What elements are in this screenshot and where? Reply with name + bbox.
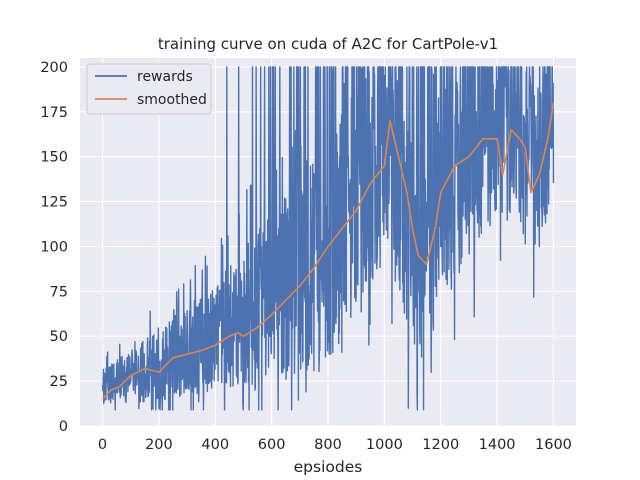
y-tick-label: 25 [50,374,68,390]
y-tick-label: 150 [40,150,68,166]
y-tick-label: 50 [50,329,68,345]
y-tick-label: 125 [40,195,68,211]
x-tick-label: 1600 [535,437,572,453]
x-tick-labels: 0 200 400 600 800 1000 1200 1400 1600 [98,437,572,453]
x-tick-label: 200 [145,437,173,453]
y-tick-label: 0 [59,419,68,435]
series-rewards-line [101,66,555,411]
x-tick-label: 1000 [366,437,403,453]
y-tick-labels: 0 25 50 75 100 125 150 175 200 [40,60,68,435]
x-tick-label: 1200 [422,437,459,453]
chart-title: training curve on cuda of A2C for CartPo… [158,35,498,53]
y-tick-label: 75 [50,284,68,300]
legend-label-smoothed: smoothed [137,92,207,108]
series-smoothed-line [101,102,555,400]
legend: rewards smoothed [86,63,212,115]
x-tick-label: 0 [98,437,107,453]
x-tick-label: 800 [314,437,342,453]
y-tick-label: 100 [40,239,68,255]
x-tick-label: 400 [201,437,229,453]
x-tick-label: 600 [258,437,286,453]
y-tick-label: 200 [40,60,68,76]
y-tick-label: 175 [40,105,68,121]
series-layer [101,66,555,411]
x-tick-label: 1400 [479,437,516,453]
legend-label-rewards: rewards [137,69,193,85]
x-axis-label: epsiodes [294,458,363,476]
